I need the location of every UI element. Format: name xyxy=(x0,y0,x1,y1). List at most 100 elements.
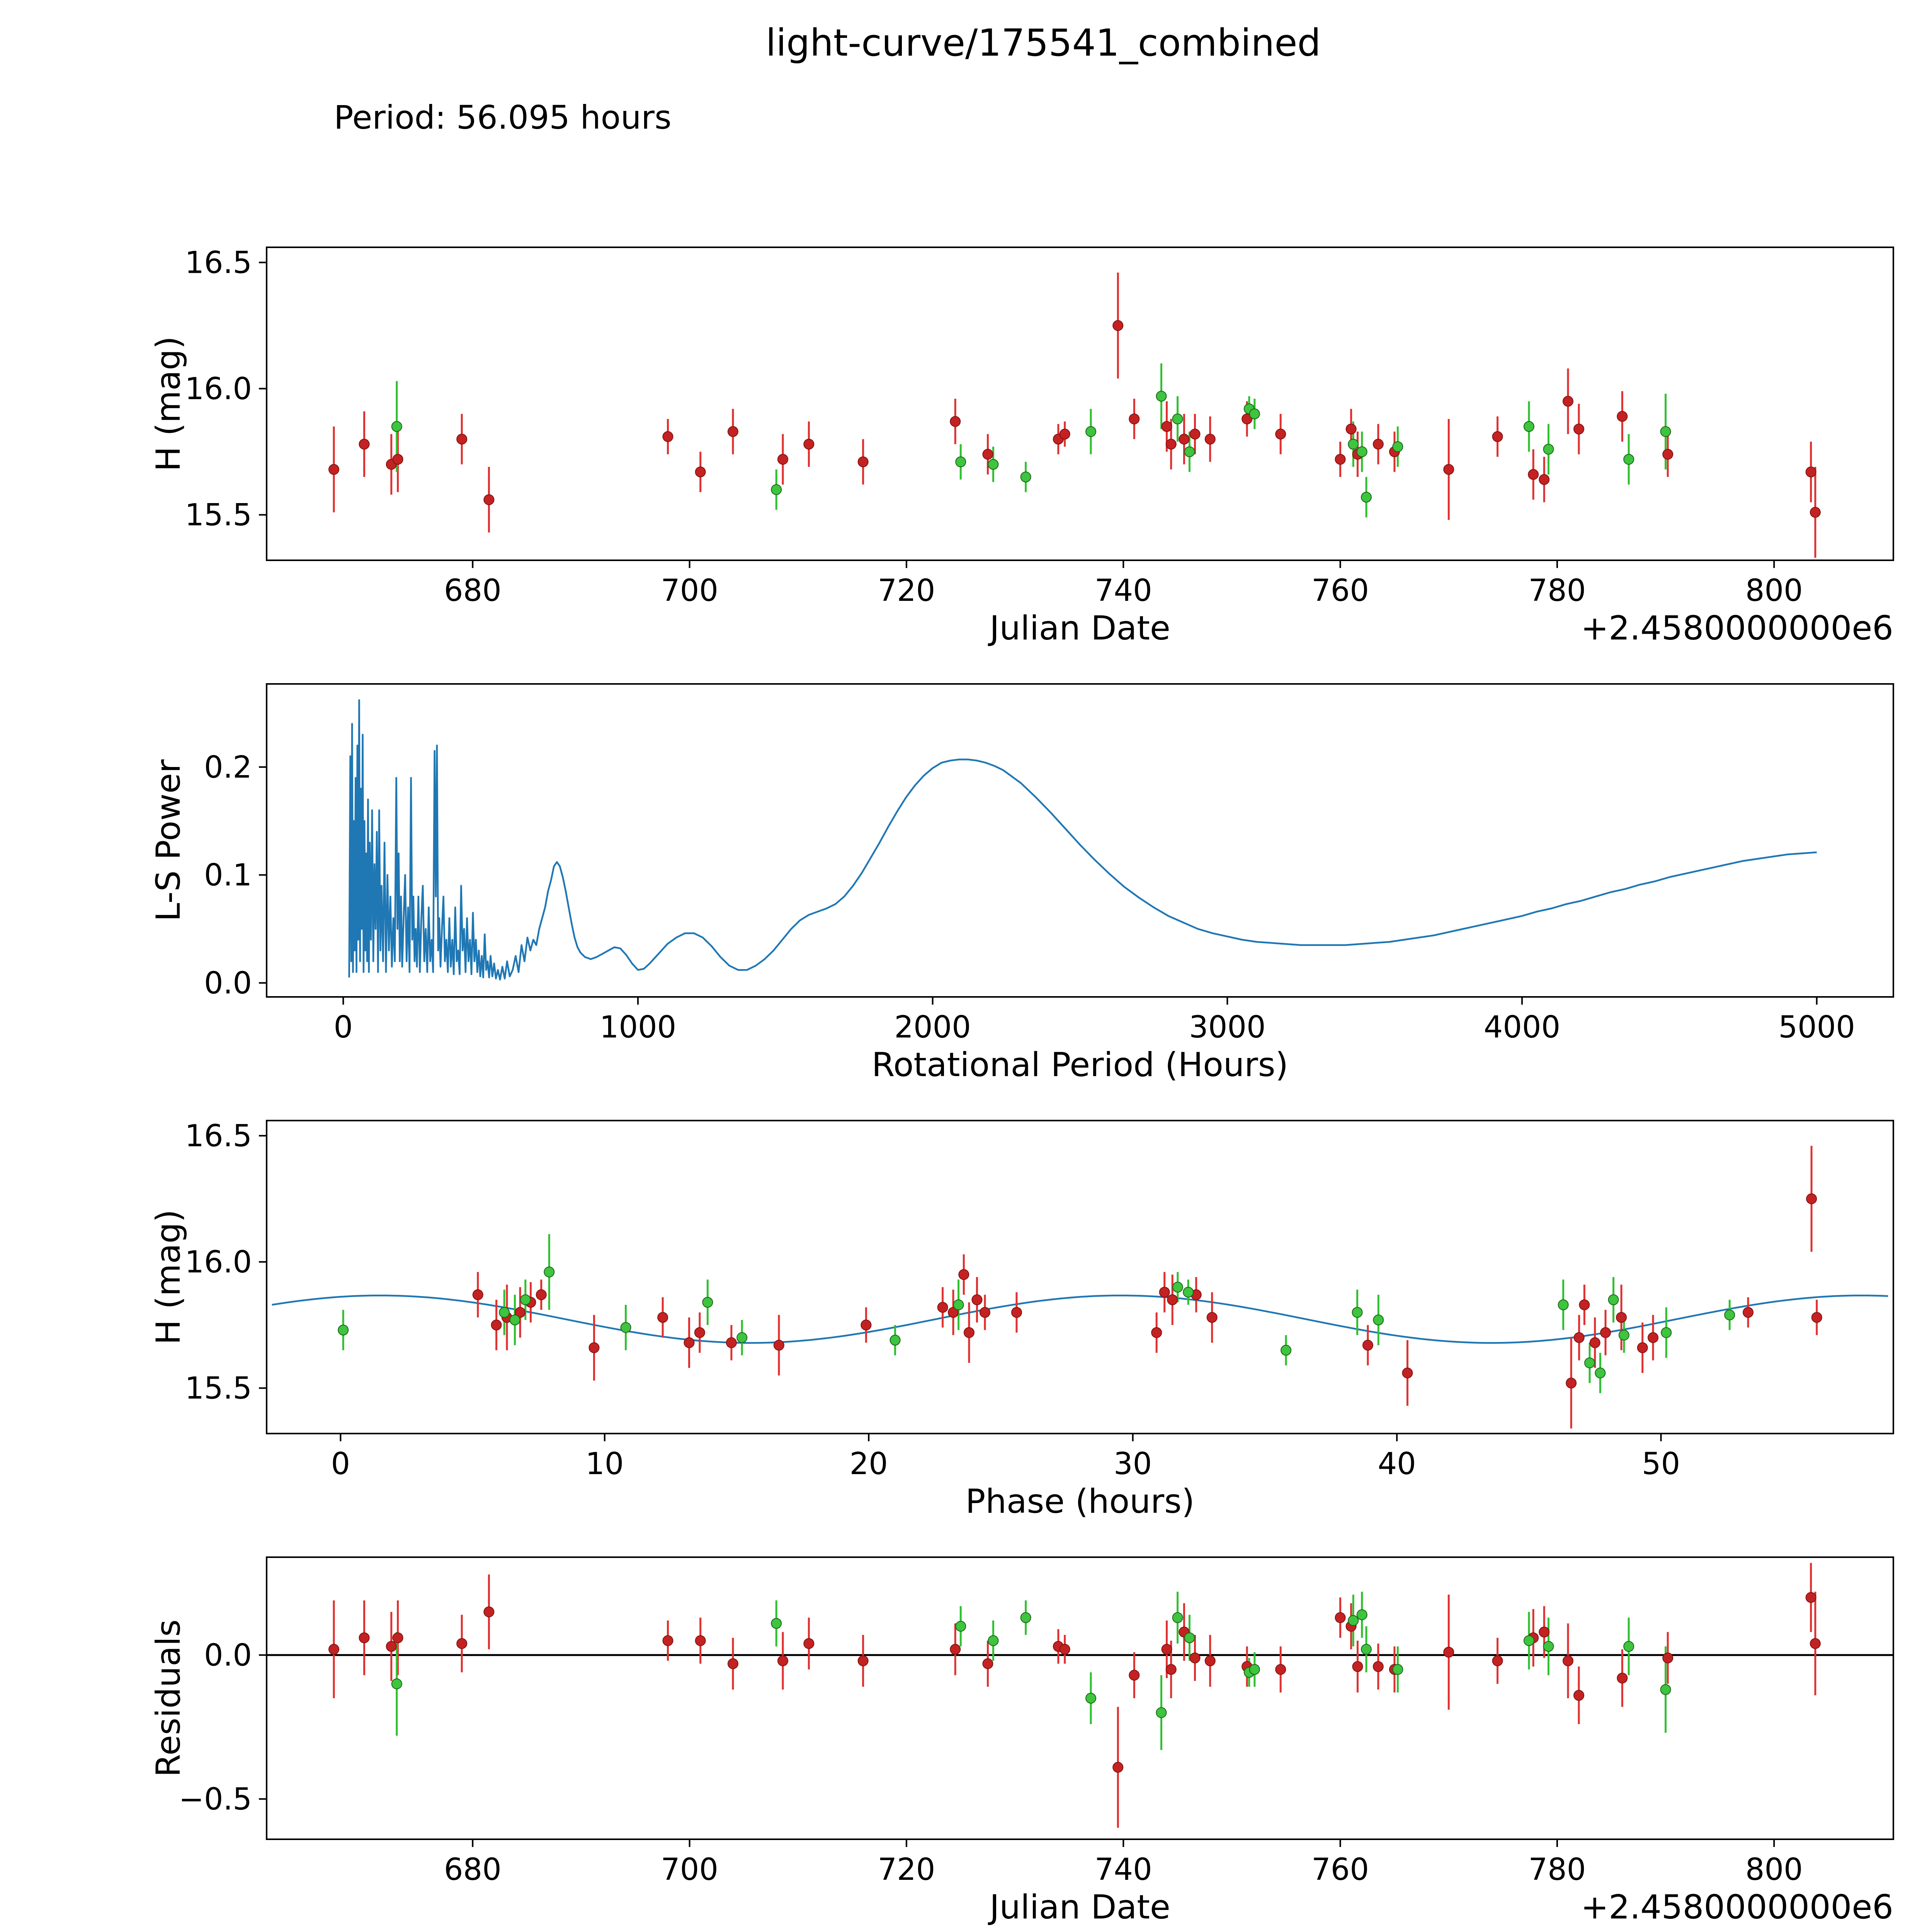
red-series-point xyxy=(803,439,815,450)
axes-frame xyxy=(266,247,1894,561)
green-series-point xyxy=(736,1332,748,1343)
red-series-point xyxy=(1563,396,1573,407)
red-series-point xyxy=(726,1337,737,1348)
red-series-point xyxy=(777,1655,788,1667)
red-series-point xyxy=(1600,1327,1611,1338)
green-series-point xyxy=(1373,1315,1384,1326)
green-series-point xyxy=(1392,1664,1403,1675)
red-series-point xyxy=(1161,1644,1172,1655)
y-tick-label: 16.0 xyxy=(185,372,252,406)
green-series-point xyxy=(1558,1299,1569,1310)
green-series-point xyxy=(1361,1644,1372,1655)
red-series-point xyxy=(1345,423,1357,435)
green-series-point xyxy=(1184,1632,1195,1643)
red-series-point xyxy=(963,1327,975,1338)
green-series-point xyxy=(702,1297,713,1308)
green-series-point xyxy=(1156,391,1167,402)
red-series-point xyxy=(1189,429,1201,440)
green-series-point xyxy=(1523,421,1534,432)
x-axis-label-light-curve: Julian Date xyxy=(988,609,1170,648)
green-series-point xyxy=(955,1621,966,1632)
red-series-point xyxy=(1242,413,1253,425)
red-series-point xyxy=(982,449,993,460)
x-axis-offset-light-curve: +2.4580000000e6 xyxy=(1581,609,1893,648)
red-series-point xyxy=(1372,1661,1384,1672)
red-series-point xyxy=(1805,1592,1816,1603)
x-tick-label: 760 xyxy=(1311,1852,1369,1887)
green-series-point xyxy=(1184,446,1195,457)
red-series-point xyxy=(1492,431,1503,442)
y-tick-label: −0.5 xyxy=(179,1782,252,1817)
chart-periodogram: 0 1000 2000 3000 4000 5000 0.0 0.1 0.2 Rotational… xyxy=(149,683,1894,1084)
red-series-point xyxy=(1573,1332,1585,1343)
chart-phase-curve: 0 10 20 30 40 50 15.5 16.0 16.5 Phase (hours) H (m… xyxy=(149,1119,1894,1521)
red-series-point xyxy=(1151,1327,1162,1338)
green-series-point xyxy=(1183,1287,1194,1298)
chart-light-curve: 680 700 720 740 760 780 800 15.5 16.0 16.5 Julian … xyxy=(149,245,1894,648)
green-series-point xyxy=(1356,446,1367,457)
x-tick-label: 2000 xyxy=(894,1010,971,1045)
green-series-point xyxy=(889,1335,901,1346)
red-series-point xyxy=(1743,1307,1754,1318)
x-axis-label-periodogram: Rotational Period (Hours) xyxy=(872,1046,1288,1084)
green-series-point xyxy=(1724,1309,1735,1320)
green-series-point xyxy=(1543,1641,1554,1652)
red-series-point xyxy=(1161,421,1172,432)
x-tick-label: 0 xyxy=(331,1447,350,1481)
y-axis-label-periodogram: L-S Power xyxy=(149,759,188,922)
red-series-point xyxy=(588,1342,600,1353)
axes-frame xyxy=(266,1120,1894,1434)
x-tick-label: 760 xyxy=(1311,573,1369,608)
red-series-point xyxy=(947,1307,959,1318)
red-series-point xyxy=(1112,1762,1124,1773)
x-axis-label-residuals: Julian Date xyxy=(988,1888,1170,1927)
red-series-point xyxy=(483,494,495,505)
green-series-point xyxy=(1608,1294,1619,1305)
red-series-point xyxy=(1059,1644,1070,1655)
red-series-point xyxy=(1810,1638,1821,1649)
red-series-point xyxy=(1617,411,1628,422)
red-series-point xyxy=(1189,1652,1201,1663)
red-series-point xyxy=(657,1312,668,1323)
red-series-point xyxy=(695,1635,706,1646)
red-series-point xyxy=(1204,434,1216,445)
red-series-point xyxy=(1443,1646,1454,1658)
axes-frame xyxy=(266,683,1894,998)
y-tick-label: 0.1 xyxy=(204,858,252,893)
red-series-point xyxy=(1204,1655,1216,1667)
red-series-point xyxy=(392,1632,403,1643)
red-series-point xyxy=(950,416,961,427)
red-series-point xyxy=(662,431,673,442)
red-series-point xyxy=(1662,449,1673,460)
green-series-point xyxy=(1348,1615,1359,1626)
y-axis-label-residuals: Residuals xyxy=(149,1619,188,1777)
green-series-point xyxy=(1249,1664,1260,1675)
red-series-point xyxy=(937,1302,948,1313)
x-tick-label: 1000 xyxy=(600,1010,677,1045)
x-tick-label: 680 xyxy=(444,1852,502,1887)
red-series-point xyxy=(392,454,403,465)
red-series-point xyxy=(773,1340,784,1351)
red-series-point xyxy=(971,1294,983,1305)
red-series-point xyxy=(1402,1367,1413,1379)
green-series-point xyxy=(1661,1327,1672,1338)
green-series-point xyxy=(1361,492,1372,503)
red-series-point xyxy=(1059,429,1070,440)
red-series-point xyxy=(1372,439,1384,450)
red-series-point xyxy=(1806,1193,1817,1204)
red-series-point xyxy=(536,1289,547,1300)
red-series-point xyxy=(1275,429,1286,440)
red-series-point xyxy=(1129,413,1140,425)
green-series-point xyxy=(544,1266,555,1277)
green-series-point xyxy=(771,484,782,495)
red-series-point xyxy=(1579,1299,1590,1310)
x-tick-label: 10 xyxy=(585,1447,624,1481)
red-series-point xyxy=(1011,1307,1022,1318)
green-series-point xyxy=(509,1315,520,1326)
green-series-point xyxy=(391,421,402,432)
green-series-point xyxy=(1618,1330,1629,1341)
red-series-point xyxy=(695,466,706,478)
fit-curve xyxy=(272,1294,1888,1344)
red-series-point xyxy=(328,1644,340,1655)
green-series-point xyxy=(1249,408,1260,420)
